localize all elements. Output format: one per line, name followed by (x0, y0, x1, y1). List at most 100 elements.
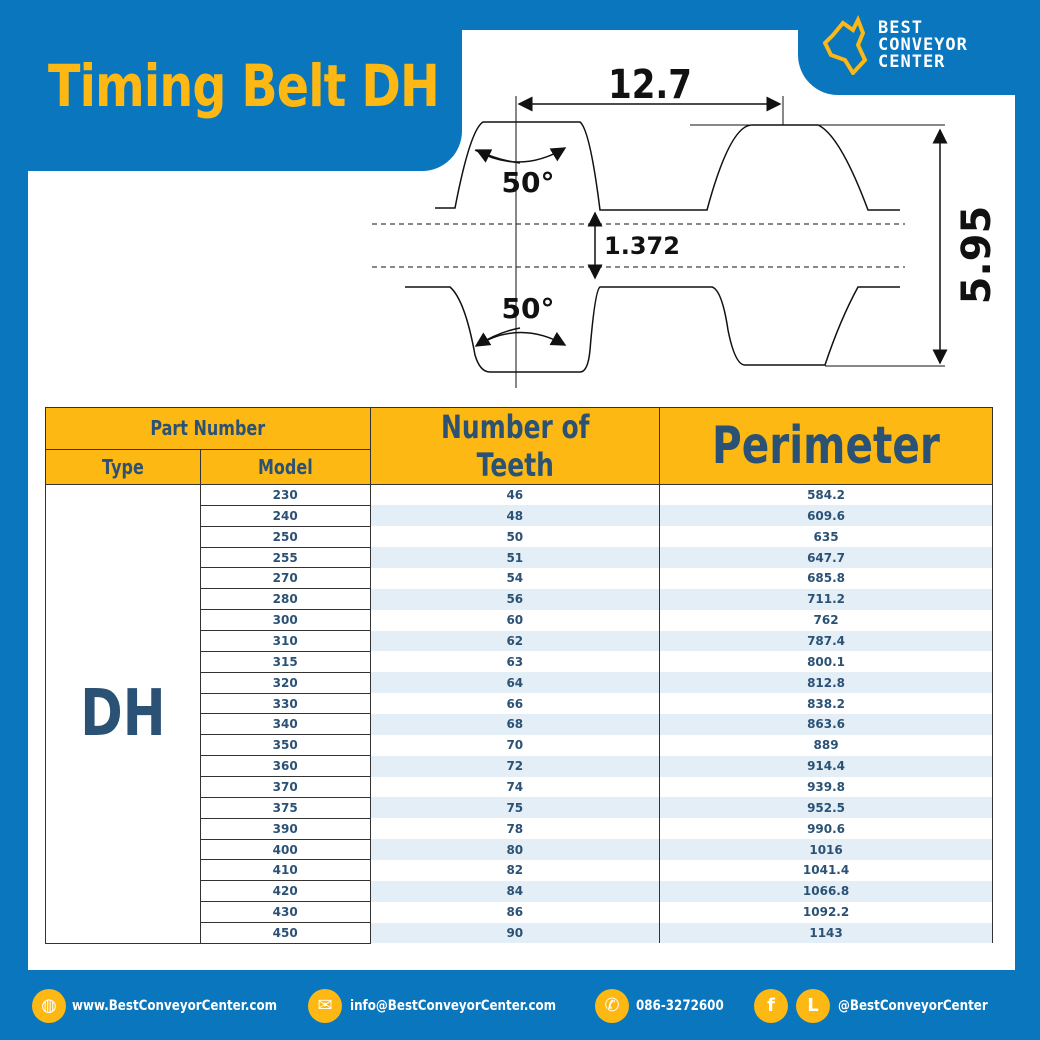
teeth-cell: 54 (369, 567, 661, 589)
model-cell: 370 (199, 776, 371, 798)
perimeter-cell: 584.2 (659, 484, 993, 506)
header-perimeter: Perimeter (659, 407, 993, 485)
email-link[interactable]: info@BestConveyorCenter.com (350, 998, 557, 1014)
teeth-cell: 70 (369, 734, 661, 756)
model-cell: 430 (199, 901, 371, 924)
perimeter-cell: 838.2 (659, 693, 993, 714)
table-row: DH 230 46 584.2 (45, 484, 993, 944)
header-type: Type (45, 448, 201, 486)
perimeter-cell: 1143 (659, 922, 993, 944)
perimeter-cell: 812.8 (659, 672, 993, 694)
type-cell: DH (45, 484, 201, 944)
teeth-cell: 82 (369, 859, 661, 881)
model-cell: 360 (199, 755, 371, 778)
logo-text: BEST CONVEYOR CENTER (878, 20, 968, 71)
table-row: 400 80 1016 (46, 838, 993, 861)
teeth-cell: 50 (369, 526, 661, 548)
perimeter-cell: 889 (659, 734, 993, 756)
perimeter-cell: 609.6 (659, 505, 993, 527)
logo-block (798, 0, 1040, 95)
model-cell: 450 (199, 922, 371, 944)
table-row: 375 75 952.5 (46, 796, 993, 819)
table-row: 420 84 1066.8 (46, 880, 993, 903)
model-cell: 320 (199, 671, 371, 694)
perimeter-cell: 647.7 (659, 547, 993, 568)
table-row: 450 90 1143 (46, 922, 993, 944)
teeth-cell: 51 (369, 547, 661, 568)
model-cell: 410 (199, 859, 371, 882)
footer: ◍ www.BestConveyorCenter.com ✉ info@Best… (0, 985, 1040, 1030)
title-block (28, 30, 462, 171)
facebook-icon[interactable]: f (754, 989, 788, 1023)
model-cell: 270 (199, 567, 371, 590)
model-cell: 375 (199, 796, 371, 819)
table-row: 340 68 863.6 (46, 713, 993, 736)
perimeter-cell: 1016 (659, 839, 993, 860)
teeth-cell: 72 (369, 755, 661, 777)
logo-icon (823, 15, 868, 75)
table-row: 300 60 762 (46, 609, 993, 632)
teeth-cell: 63 (369, 651, 661, 673)
model-cell: 330 (199, 692, 371, 715)
teeth-cell: 84 (369, 880, 661, 902)
model-cell: 340 (199, 713, 371, 736)
table-row: 430 86 1092.2 (46, 901, 993, 924)
table-row: 360 72 914.4 (46, 755, 993, 778)
logo-line2: CONVEYOR (878, 35, 968, 55)
perimeter-cell: 1066.8 (659, 880, 993, 902)
model-cell: 390 (199, 817, 371, 840)
perimeter-cell: 635 (659, 526, 993, 548)
table-row: 310 62 787.4 (46, 630, 993, 652)
logo-line3: CENTER (878, 52, 946, 72)
model-cell: 255 (199, 546, 371, 569)
teeth-cell: 86 (369, 901, 661, 923)
angle-top-label: 50° (502, 166, 555, 199)
teeth-cell: 78 (369, 818, 661, 840)
table-row: 370 74 939.8 (46, 776, 993, 798)
model-cell: 250 (199, 525, 371, 548)
height-label: 5.95 (954, 206, 1000, 305)
perimeter-cell: 1041.4 (659, 859, 993, 881)
spec-table: Part Number Number of Teeth Perimeter Ty… (45, 407, 993, 944)
header-teeth: Number of Teeth (369, 407, 661, 485)
teeth-cell: 75 (369, 797, 661, 819)
teeth-cell: 90 (369, 922, 661, 944)
teeth-cell: 46 (369, 484, 661, 506)
table-row: 255 51 647.7 (46, 546, 993, 569)
header-model: Model (199, 448, 371, 486)
model-cell: 300 (199, 609, 371, 632)
angle-arc-bottom (477, 331, 567, 346)
table-row: 240 48 609.6 (46, 504, 993, 527)
model-cell: 230 (199, 484, 371, 506)
table-row: 315 63 800.1 (46, 650, 993, 673)
teeth-cell: 80 (369, 839, 661, 860)
perimeter-cell: 952.5 (659, 797, 993, 819)
perimeter-cell: 711.2 (659, 588, 993, 610)
teeth-cell: 60 (369, 609, 661, 631)
teeth-cell: 66 (369, 693, 661, 714)
perimeter-cell: 914.4 (659, 755, 993, 777)
bottom-profile (405, 286, 900, 373)
page-title: Timing Belt DH (48, 52, 440, 120)
phone-number[interactable]: 086-3272600 (636, 998, 724, 1014)
model-cell: 400 (199, 838, 371, 861)
teeth-cell: 74 (369, 776, 661, 798)
phone-icon: ✆ (595, 989, 629, 1023)
line-icon[interactable]: L (796, 989, 830, 1023)
logo-line1: BEST (878, 18, 923, 38)
mail-icon: ✉ (308, 989, 342, 1023)
perimeter-cell: 863.6 (659, 713, 993, 735)
perimeter-cell: 685.8 (659, 567, 993, 589)
teeth-cell: 62 (369, 630, 661, 652)
table-row: 270 54 685.8 (46, 567, 993, 590)
perimeter-cell: 990.6 (659, 818, 993, 840)
perimeter-cell: 787.4 (659, 630, 993, 652)
model-cell: 310 (199, 630, 371, 652)
table-row: 390 78 990.6 (46, 817, 993, 840)
table-row: 350 70 889 (46, 734, 993, 757)
model-cell: 280 (199, 588, 371, 611)
social-handle[interactable]: @BestConveyorCenter (838, 998, 988, 1014)
website-link[interactable]: www.BestConveyorCenter.com (72, 998, 278, 1014)
perimeter-cell: 1092.2 (659, 901, 993, 923)
teeth-cell: 64 (369, 672, 661, 694)
